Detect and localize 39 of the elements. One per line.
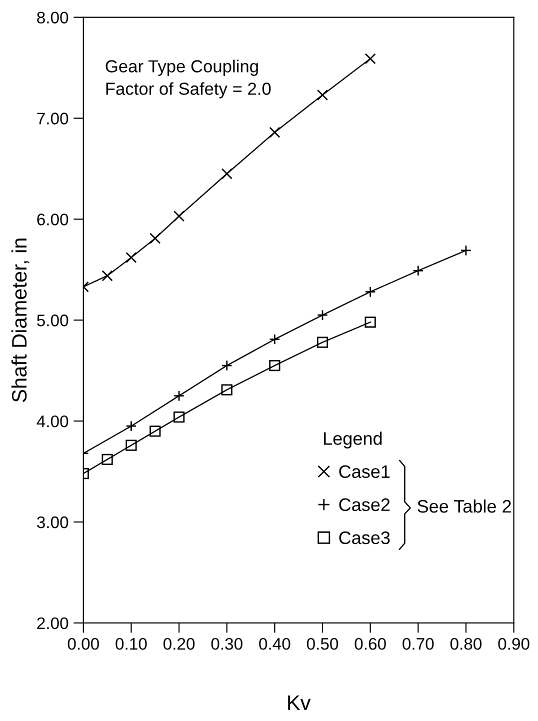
x-tick-label: 0.30 (211, 638, 242, 650)
legend-label: Case1 (339, 465, 390, 478)
point (102, 270, 113, 282)
point (269, 360, 280, 372)
point (364, 53, 376, 64)
point (173, 210, 185, 222)
x-tick-label: 0.70 (402, 638, 434, 650)
point (316, 336, 328, 348)
y-tick-label: 8.00 (37, 12, 68, 24)
x-tick-label: 0.40 (259, 638, 290, 650)
x-tick-label: 0.90 (498, 638, 530, 650)
point (221, 384, 232, 396)
point (173, 411, 185, 423)
x-axis-title: Kv (288, 695, 311, 710)
y-tick-label: 3.00 (37, 516, 68, 528)
x-tick-label: 0.20 (163, 638, 195, 650)
point (102, 454, 113, 465)
x-tick-label: 0.50 (306, 638, 338, 650)
y-tick-label: 4.00 (36, 415, 68, 428)
legend-title: Legend (324, 432, 382, 448)
point (150, 426, 161, 437)
y-tick-label: 6.00 (37, 214, 68, 226)
annotation: Gear Type Coupling Factor of Safety = 2.0 (106, 60, 271, 98)
x-tick-label: 0.10 (116, 638, 147, 650)
point (126, 252, 137, 264)
point (269, 126, 280, 138)
y-tick-label: 2.00 (37, 617, 68, 630)
point (364, 316, 376, 328)
annotation: See Table 2 (418, 499, 511, 513)
point (150, 232, 161, 244)
x-tick-label: 0.60 (354, 638, 386, 650)
y-tick-label: 5.00 (37, 314, 68, 326)
legend-label: Case2 (339, 498, 390, 512)
legend-label: Case3 (339, 531, 390, 544)
x-tick-label: 0.00 (68, 638, 99, 650)
y-tick-label: 7.00 (37, 112, 68, 124)
x-tick-label: 0.80 (450, 638, 482, 650)
point (126, 440, 137, 451)
y-axis-title: Shaft Diameter, in (11, 238, 30, 402)
